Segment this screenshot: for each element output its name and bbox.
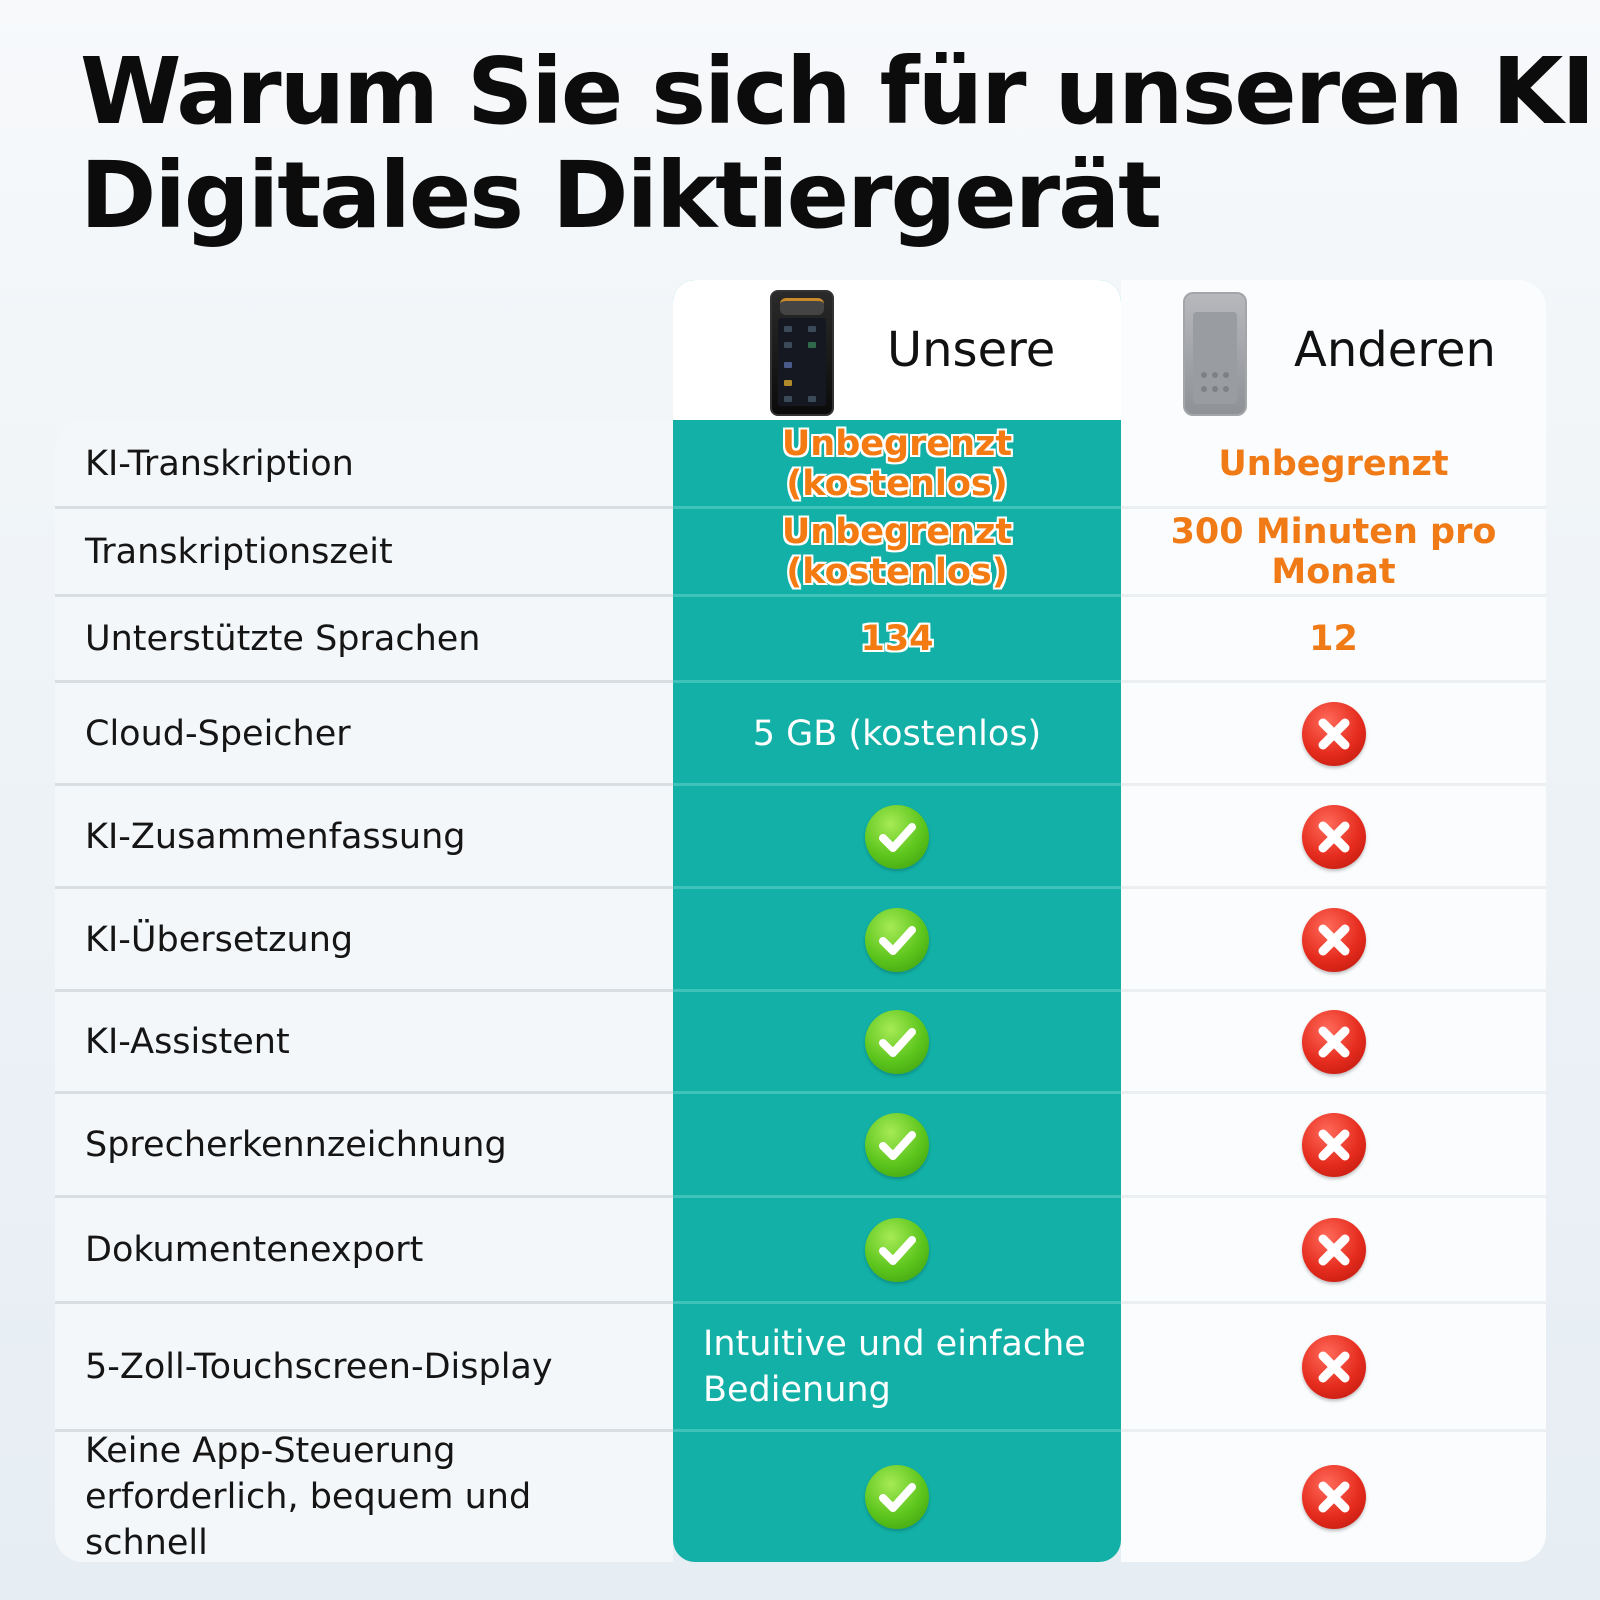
ours-value-text: 134	[860, 619, 934, 659]
ours-value	[673, 1197, 1121, 1303]
device-face	[1193, 312, 1237, 404]
cross-icon	[1301, 1464, 1366, 1529]
table-row: KI-Assistent	[55, 991, 1546, 1094]
row-label: 5-Zoll-Touchscreen-Display	[85, 1347, 553, 1387]
ours-value-text: Intuitive und einfache Bedienung	[703, 1324, 1086, 1410]
cross-icon	[1301, 1335, 1366, 1399]
table-row: 5-Zoll-Touchscreen-Display Intuitive und…	[55, 1303, 1546, 1432]
cross-icon	[1301, 701, 1366, 766]
ours-value-text: Unbegrenzt (kostenlos)	[781, 512, 1013, 592]
header-ours: Unsere	[673, 280, 1121, 420]
row-label: KI-Übersetzung	[85, 919, 354, 960]
ours-value	[673, 1093, 1121, 1197]
cross-icon	[1301, 1218, 1366, 1282]
others-value	[1121, 888, 1546, 991]
table-row: KI-Übersetzung	[55, 888, 1546, 992]
row-label: Dokumentenexport	[85, 1230, 424, 1270]
table-row: Sprecherkennzeichnung	[55, 1093, 1546, 1198]
other-device-image	[1183, 292, 1247, 416]
check-icon	[865, 804, 929, 869]
others-value	[1121, 1197, 1546, 1303]
check-icon	[865, 1010, 929, 1074]
cross-icon	[1301, 907, 1366, 972]
others-value	[1121, 1431, 1546, 1562]
ours-value	[673, 991, 1121, 1093]
others-value	[1121, 991, 1546, 1093]
check-icon	[865, 1218, 929, 1282]
row-label: KI-Transkription	[85, 444, 354, 484]
ours-value: Unbegrenzt (kostenlos)	[673, 420, 1121, 508]
row-label: KI-Assistent	[85, 1022, 290, 1062]
our-device-image	[770, 290, 834, 416]
ours-value	[673, 785, 1121, 888]
column-label-ours: Unsere	[887, 322, 1056, 378]
cross-icon	[1301, 804, 1366, 869]
table-row: Dokumentenexport	[55, 1197, 1546, 1304]
ours-value: 5 GB (kostenlos)	[673, 682, 1121, 785]
row-label: Keine App-Steuerung erforderlich, bequem…	[85, 1430, 532, 1563]
device-camera	[780, 298, 824, 315]
title-line-2: Digitales Diktiergerät	[80, 142, 1162, 249]
check-icon	[865, 1113, 929, 1177]
cross-icon	[1301, 1010, 1366, 1074]
others-value: Unbegrenzt	[1218, 444, 1449, 484]
row-label: Sprecherkennzeichnung	[85, 1125, 507, 1165]
ours-value: Intuitive und einfache Bedienung	[673, 1303, 1121, 1431]
ours-value	[673, 888, 1121, 991]
others-value	[1121, 1093, 1546, 1197]
check-icon	[865, 907, 929, 972]
row-label: Cloud-Speicher	[85, 713, 351, 754]
ours-value-text: Unbegrenzt (kostenlos)	[781, 424, 1013, 504]
table-row: Keine App-Steuerung erforderlich, bequem…	[55, 1430, 1546, 1563]
row-label: Transkriptionszeit	[85, 532, 393, 572]
cross-icon	[1301, 1113, 1366, 1177]
table-row: Cloud-Speicher 5 GB (kostenlos)	[55, 682, 1546, 786]
device-screen	[778, 318, 826, 406]
table-row: KI-Transkription Unbegrenzt (kostenlos) …	[55, 420, 1546, 509]
column-label-others: Anderen	[1294, 322, 1496, 378]
others-value	[1121, 682, 1546, 785]
title-line-1: Warum Sie sich für unseren KI	[80, 38, 1596, 145]
header-others: Anderen	[1121, 280, 1546, 420]
others-value	[1121, 1303, 1546, 1431]
others-value: 12	[1309, 619, 1358, 659]
ours-header-background	[673, 280, 1121, 420]
ours-value: Unbegrenzt (kostenlos)	[673, 508, 1121, 596]
row-label: Unterstützte Sprachen	[85, 619, 481, 659]
row-label: KI-Zusammenfassung	[85, 816, 466, 857]
ours-value	[673, 1431, 1121, 1562]
table-row: Unterstützte Sprachen 134 12	[55, 596, 1546, 683]
table-row: Transkriptionszeit Unbegrenzt (kostenlos…	[55, 508, 1546, 597]
check-icon	[865, 1464, 929, 1529]
ours-value-text: 5 GB (kostenlos)	[752, 713, 1042, 754]
others-value: 300 Minuten pro Monat	[1170, 512, 1497, 592]
ours-value: 134	[673, 596, 1121, 682]
table-row: KI-Zusammenfassung	[55, 785, 1546, 889]
page-title: Warum Sie sich für unseren KI Digitales …	[80, 38, 1596, 249]
others-value	[1121, 785, 1546, 888]
